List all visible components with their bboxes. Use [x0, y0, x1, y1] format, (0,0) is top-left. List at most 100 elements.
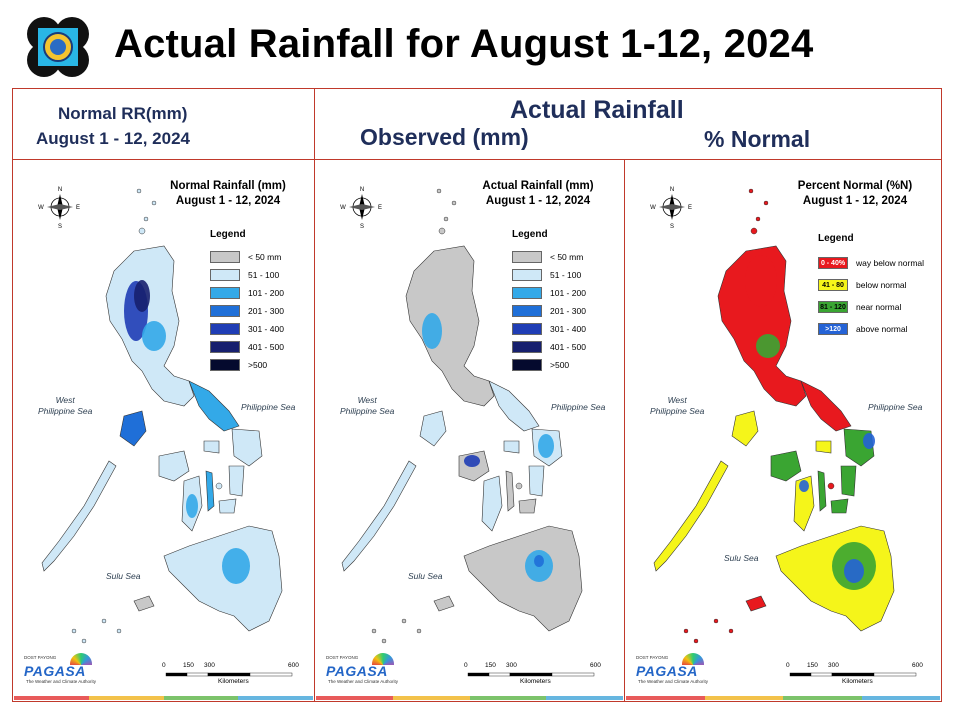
percent-normal-panel: N S E W Percent Normal (%N) August 1 - 12, 20… — [626, 161, 940, 701]
footer-color-bar — [238, 696, 313, 700]
small-island — [438, 227, 446, 235]
rainfall-zone — [464, 455, 480, 467]
sea-label-east: Philippine Sea — [241, 402, 296, 412]
island-masbate — [203, 440, 220, 454]
legend-item: 201 - 300 — [210, 305, 320, 318]
small-island — [371, 628, 377, 634]
legend-item: 81 - 120 near normal — [818, 301, 928, 314]
sea-label-west: West Philippine Sea — [340, 395, 394, 417]
island-luzon — [717, 245, 807, 407]
actual-rainfall-panel: N S E W Actual Rainfall (mm) August 1 - 12, 2… — [316, 161, 623, 701]
legend-label: 301 - 400 — [248, 324, 284, 334]
brand-name: PAGASA — [636, 663, 698, 679]
legend-label: 101 - 200 — [550, 288, 586, 298]
sea-label-west-line: West — [667, 395, 687, 405]
rainfall-zone — [756, 334, 780, 358]
small-island — [416, 628, 422, 634]
small-island — [381, 638, 387, 644]
island-mindoro — [731, 410, 759, 447]
legend-item: 101 - 200 — [210, 287, 320, 300]
legend-item: >500 — [512, 359, 622, 372]
island-negros — [793, 475, 815, 532]
footer-color-bar — [546, 696, 623, 700]
map-title: Normal Rainfall (mm) — [170, 180, 286, 192]
small-island — [755, 216, 761, 222]
scale-tick-label: 150 — [485, 662, 496, 669]
legend-item: 0 - 40% way below normal — [818, 257, 928, 270]
small-island — [728, 628, 734, 634]
scale-tick-label: 150 — [807, 662, 818, 669]
scale-unit: Kilometers — [842, 678, 873, 685]
small-island — [763, 200, 769, 206]
legend-item: 401 - 500 — [210, 341, 320, 354]
island-cebu — [505, 470, 515, 512]
scale-tick-label: 0 — [162, 662, 166, 669]
compass-label-e: E — [378, 205, 382, 211]
legend-swatch — [512, 251, 542, 263]
island-luzon — [405, 245, 495, 407]
footer-color-bar — [704, 696, 783, 700]
sea-label-west-line: Philippine Sea — [340, 406, 395, 416]
legend-label: above normal — [856, 324, 908, 334]
observed-heading: Observed (mm) — [360, 124, 529, 150]
legend-swatch — [210, 251, 240, 263]
legend-title: Legend — [818, 233, 854, 244]
island-mindanao — [463, 525, 583, 632]
small-island — [748, 188, 754, 194]
brand-top: DOST PAYONG — [636, 655, 669, 660]
island-palawan — [653, 460, 729, 572]
legend-swatch — [512, 341, 542, 353]
sea-label-sulu: Sulu Sea — [106, 571, 141, 581]
sea-label-west: West Philippine Sea — [650, 395, 704, 417]
legend-label: < 50 mm — [550, 252, 584, 262]
sea-label-sulu: Sulu Sea — [408, 571, 443, 581]
brand-top: DOST PAYONG — [326, 655, 359, 660]
legend-label: < 50 mm — [248, 252, 282, 262]
compass-icon: N S E W — [38, 187, 80, 230]
legend-label: 201 - 300 — [550, 306, 586, 316]
legend-item: >500 — [210, 359, 320, 372]
rainfall-zone — [844, 559, 864, 583]
legend-item: 41 - 80 below normal — [818, 279, 928, 292]
scale-bar — [165, 672, 293, 677]
scale-tick-label: 300 — [204, 662, 215, 669]
legend-title: Legend — [210, 229, 246, 240]
legend-swatch — [210, 305, 240, 317]
legend-item: < 50 mm — [210, 251, 320, 264]
brand-tagline: The Weather and Climate Authority — [26, 679, 96, 684]
compass-label-w: W — [340, 205, 346, 211]
footer-color-bar — [626, 696, 705, 700]
scale-bar — [467, 672, 595, 677]
scale-bar — [789, 672, 917, 677]
small-island — [138, 227, 146, 235]
legend-swatch: 81 - 120 — [818, 301, 848, 313]
legend-label: way below normal — [856, 258, 925, 268]
compass-icon: N S E W — [650, 187, 692, 230]
rainfall-zone — [538, 434, 554, 458]
small-island — [750, 227, 758, 235]
island-leyte — [528, 465, 545, 497]
scale-tick-label: 300 — [506, 662, 517, 669]
brand-tagline: The Weather and Climate Authority — [328, 679, 398, 684]
island-leyte — [228, 465, 245, 497]
island-sulu — [133, 595, 155, 612]
legend-label: 51 - 100 — [248, 270, 280, 280]
island-mindoro — [119, 410, 147, 447]
island-bohol — [518, 498, 537, 514]
rainfall-zone — [534, 555, 544, 567]
island-masbate — [815, 440, 832, 454]
legend-item: 51 - 100 — [512, 269, 622, 282]
compass-label-w: W — [650, 205, 656, 211]
island-masbate — [503, 440, 520, 454]
legend-label: 101 - 200 — [248, 288, 284, 298]
column-divider-2 — [624, 159, 625, 702]
legend-label: 401 - 500 — [248, 342, 284, 352]
rainfall-zone — [799, 480, 809, 492]
column-divider-1 — [314, 88, 315, 702]
footer-color-bar — [163, 696, 239, 700]
legend-item: 401 - 500 — [512, 341, 622, 354]
rainfall-zone — [186, 494, 198, 518]
footer-color-bar — [469, 696, 547, 700]
small-island — [81, 638, 87, 644]
percent-normal-heading: % Normal — [704, 126, 811, 152]
